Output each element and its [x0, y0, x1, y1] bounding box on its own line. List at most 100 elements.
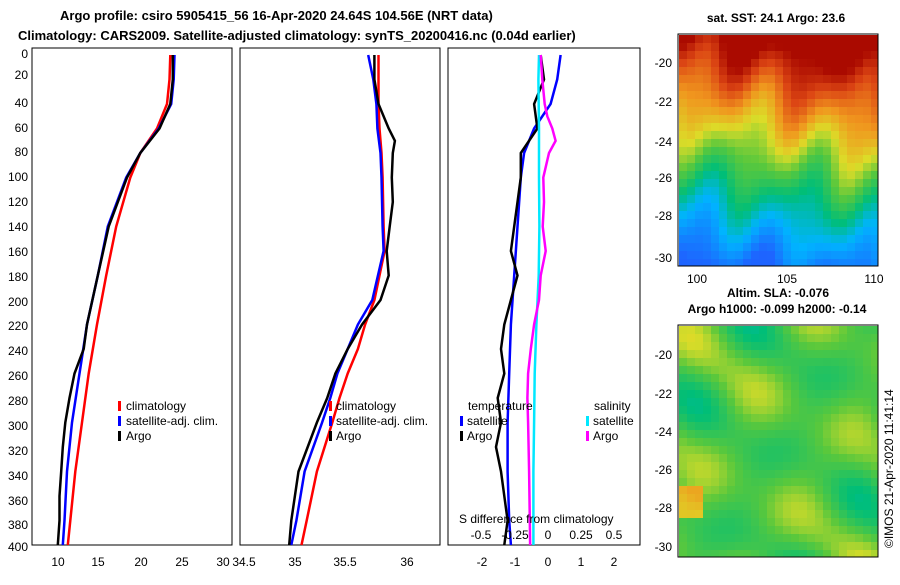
sla-cell [727, 422, 735, 430]
sst-cell [799, 35, 807, 43]
sla-cell [871, 502, 878, 510]
sst-cell [847, 35, 855, 43]
sst-cell [863, 51, 871, 59]
sst-cell [855, 187, 863, 195]
sst-cell [831, 107, 839, 115]
sla-cell [863, 414, 871, 422]
sst-cell [815, 155, 823, 163]
sla-cell [679, 502, 687, 510]
sst-cell [783, 219, 791, 227]
sst-cell [831, 211, 839, 219]
sst-cell [807, 203, 815, 211]
sla-cell [767, 358, 775, 366]
sst-cell [703, 195, 711, 203]
sst-cell [687, 259, 695, 266]
sst-cell [751, 187, 759, 195]
sla-cell [799, 430, 807, 438]
sst-cell [687, 51, 695, 59]
sla-cell [735, 446, 743, 454]
sla-cell [847, 502, 855, 510]
sst-cell [863, 147, 871, 155]
sla-cell [863, 374, 871, 382]
sla-cell [735, 462, 743, 470]
sla-cell [855, 486, 863, 494]
sla-cell [791, 358, 799, 366]
sst-cell [791, 163, 799, 171]
sst-cell [751, 35, 759, 43]
sst-cell [679, 51, 687, 59]
sst-cell [839, 171, 847, 179]
sla-lat-tick: -30 [655, 540, 673, 554]
sst-cell [815, 43, 823, 51]
sla-cell [871, 542, 878, 550]
sst-cell [775, 187, 783, 195]
sst-cell [823, 131, 831, 139]
sla-cell [839, 382, 847, 390]
sla-cell [799, 422, 807, 430]
sla-cell [711, 462, 719, 470]
sst-cell [855, 251, 863, 259]
sst-cell [847, 123, 855, 131]
difference-legend: temperature satellite Argo salinity sate… [460, 399, 634, 443]
sla-cell [815, 518, 823, 526]
legend-title-salinity: salinity [594, 399, 631, 413]
sla-cell [711, 430, 719, 438]
sla-cell [727, 526, 735, 534]
sla-cell [711, 550, 719, 557]
sla-cell [815, 414, 823, 422]
sla-cell [871, 350, 878, 358]
sst-cell [855, 163, 863, 171]
sla-cell [871, 374, 878, 382]
sst-cell [751, 179, 759, 187]
sla-cell [727, 398, 735, 406]
sst-cell [839, 75, 847, 83]
sst-cell [775, 155, 783, 163]
sst-cell [751, 99, 759, 107]
sst-cell [687, 43, 695, 51]
sla-cell [791, 486, 799, 494]
sla-cell [815, 446, 823, 454]
sst-cell [775, 91, 783, 99]
sla-cell [855, 334, 863, 342]
sla-cell [695, 430, 703, 438]
sst-cell [807, 219, 815, 227]
legend-label: satellite-adj. clim. [336, 414, 428, 428]
sst-cell [751, 171, 759, 179]
sla-cell [831, 470, 839, 478]
sla-cell [703, 326, 711, 334]
sla-cell [759, 366, 767, 374]
sst-cell [823, 35, 831, 43]
sst-cell [783, 155, 791, 163]
sla-cell [719, 494, 727, 502]
sla-cell [783, 358, 791, 366]
sst-cell [711, 139, 719, 147]
sst-cell [767, 187, 775, 195]
sla-cell [695, 478, 703, 486]
sst-cell [807, 171, 815, 179]
sla-cell [847, 550, 855, 557]
sla-cell [823, 358, 831, 366]
sst-cell [791, 227, 799, 235]
sla-cell [831, 390, 839, 398]
sst-cell [815, 131, 823, 139]
sst-cell [759, 107, 767, 115]
sst-cell [687, 75, 695, 83]
sla-cell [695, 382, 703, 390]
sst-cell [847, 107, 855, 115]
sst-cell [735, 203, 743, 211]
sla-cell [823, 406, 831, 414]
sla-cell [791, 406, 799, 414]
sst-cell [727, 147, 735, 155]
sst-cell [687, 131, 695, 139]
sla-cell [711, 478, 719, 486]
sst-cell [831, 115, 839, 123]
sst-cell [719, 243, 727, 251]
sst-cell [759, 75, 767, 83]
sla-cell [751, 406, 759, 414]
sst-cell [807, 211, 815, 219]
sst-cell [719, 147, 727, 155]
sst-cell [783, 187, 791, 195]
sla-cell [695, 542, 703, 550]
sst-cell [695, 139, 703, 147]
sst-cell [871, 219, 878, 227]
